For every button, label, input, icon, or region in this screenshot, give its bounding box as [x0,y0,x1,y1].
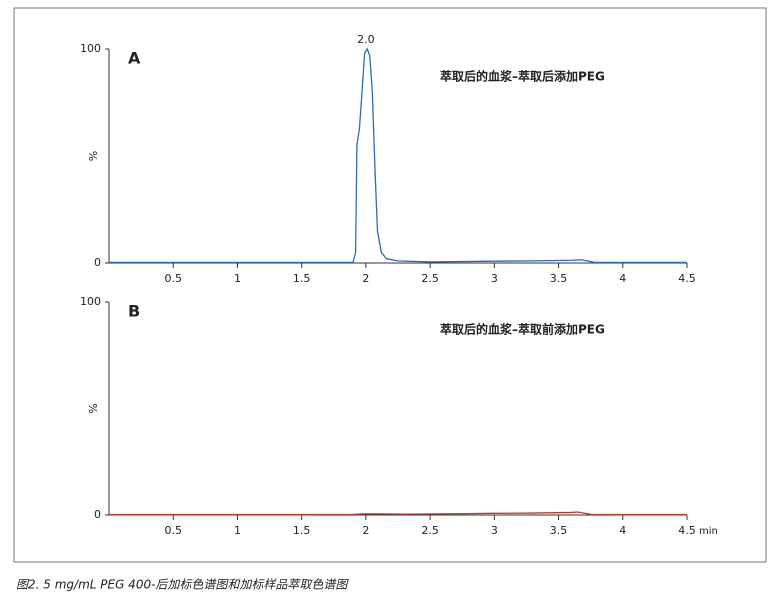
x-axis-label: min [699,526,718,537]
x-tick-label: 2.5 [421,272,439,285]
trace [109,511,687,516]
panel-label: A [128,49,141,68]
x-tick-label: 1.5 [293,524,311,537]
caption: 图2. 5 mg/mL PEG 400-后加标色谱图和加标样品萃取色谱图 [16,578,349,592]
x-tick-label: 1.5 [293,272,311,285]
y-axis-label: % [87,403,100,413]
y-tick-label: 100 [80,295,101,308]
x-tick-label: 4.5 [678,524,696,537]
x-tick-label: 1 [234,524,241,537]
panel-title: 萃取后的血浆–萃取前添加PEG [440,322,605,337]
x-tick-label: 3.5 [550,524,568,537]
y-tick-label: 0 [94,256,101,269]
x-tick-label: 3 [491,524,498,537]
x-tick-label: 0.5 [164,272,182,285]
x-tick-label: 3.5 [550,272,568,285]
trace [109,47,687,264]
y-tick-label: 0 [94,508,101,521]
peak-label: 2.0 [357,33,375,46]
y-axis-label: % [87,151,100,161]
y-tick-label: 100 [80,42,101,55]
x-tick-label: 2 [362,272,369,285]
panel-title: 萃取后的血浆–萃取后添加PEG [440,69,605,84]
x-tick-label: 2.5 [421,524,439,537]
x-tick-label: 1 [234,272,241,285]
x-tick-label: 4.5 [678,272,696,285]
frame [13,7,767,563]
x-tick-label: 4 [619,272,626,285]
x-tick-label: 2 [362,524,369,537]
x-tick-label: 0.5 [164,524,182,537]
x-tick-label: 4 [619,524,626,537]
panel-label: B [128,302,140,321]
x-tick-label: 3 [491,272,498,285]
